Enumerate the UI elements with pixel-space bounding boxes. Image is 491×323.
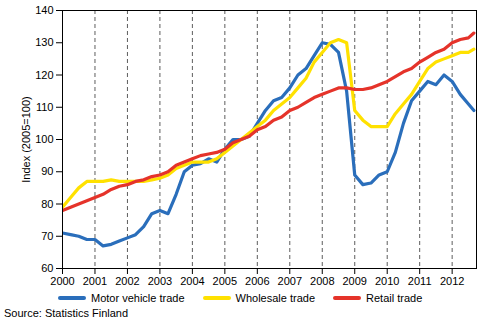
svg-text:140: 140 — [35, 4, 53, 16]
svg-text:70: 70 — [41, 230, 53, 242]
html-text:Retail trade: Retail trade — [366, 292, 423, 304]
svg-text:60: 60 — [41, 262, 53, 274]
html-text:Wholesale trade: Wholesale trade — [235, 292, 315, 304]
svg-text:2002: 2002 — [115, 275, 139, 287]
svg-text:100: 100 — [35, 133, 53, 145]
svg-text:2005: 2005 — [213, 275, 237, 287]
html-text:Source: Statistics Finland: Source: Statistics Finland — [4, 307, 129, 319]
html-text:Motor vehicle trade: Motor vehicle trade — [91, 292, 185, 304]
svg-text:130: 130 — [35, 36, 53, 48]
svg-text:2001: 2001 — [83, 275, 107, 287]
svg-text:2003: 2003 — [148, 275, 172, 287]
svg-text:90: 90 — [41, 165, 53, 177]
svg-text:2010: 2010 — [375, 275, 399, 287]
svg-text:80: 80 — [41, 198, 53, 210]
svg-text:2009: 2009 — [342, 275, 366, 287]
svg-text:2011: 2011 — [408, 275, 432, 287]
svg-text:2004: 2004 — [180, 275, 204, 287]
svg-text:2007: 2007 — [278, 275, 302, 287]
svg-text:2006: 2006 — [245, 275, 269, 287]
svg-text:Index (2005=100): Index (2005=100) — [20, 96, 32, 183]
svg-text:2008: 2008 — [310, 275, 334, 287]
svg-text:120: 120 — [35, 69, 53, 81]
svg-text:2012: 2012 — [440, 275, 464, 287]
svg-text:110: 110 — [36, 101, 54, 113]
svg-text:2000: 2000 — [50, 275, 74, 287]
